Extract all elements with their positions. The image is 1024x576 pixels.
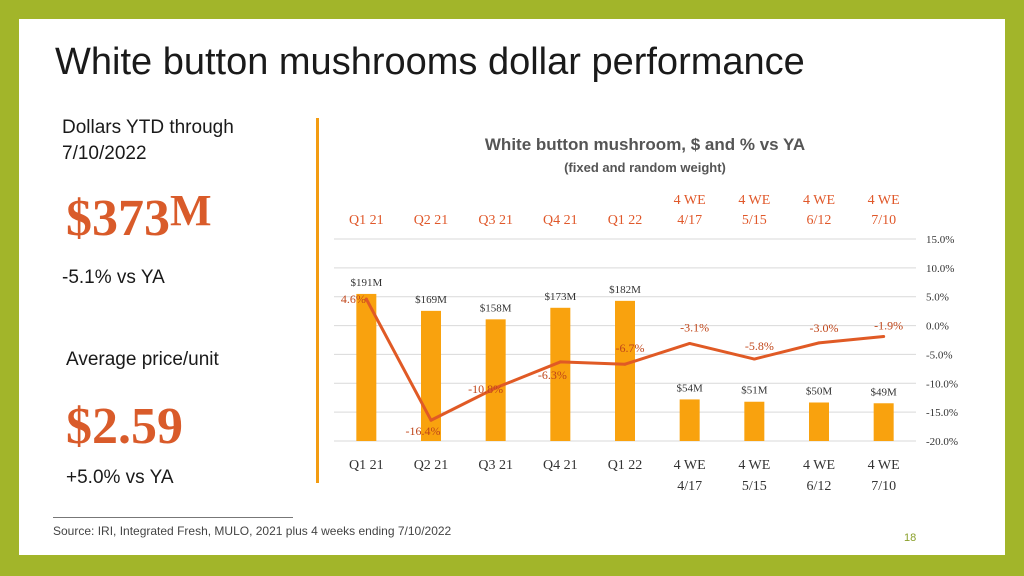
x-tick-label: Q4 21	[543, 458, 578, 473]
bar-value-label: $51M	[741, 385, 768, 397]
ytd-change: -5.1% vs YA	[62, 267, 165, 288]
page-title: White button mushrooms dollar performanc…	[55, 41, 805, 83]
footnote-rule	[53, 517, 293, 518]
top-category-label: 4/17	[677, 213, 702, 228]
top-category-label: 4 WE	[868, 193, 900, 208]
x-tick-label: Q3 21	[478, 458, 513, 473]
price-label: Average price/unit	[66, 349, 219, 370]
x-tick-label: 4 WE	[738, 458, 770, 473]
line-point	[882, 335, 886, 339]
line-value-label: -10.8%	[468, 382, 503, 396]
line-value-label: -1.9%	[874, 319, 903, 333]
line-value-label: -6.3%	[538, 368, 567, 382]
line-point	[817, 341, 821, 345]
line-point	[688, 341, 692, 345]
bar	[615, 300, 635, 441]
top-category-label: Q1 22	[608, 213, 643, 228]
line-value-label: -3.1%	[680, 320, 709, 334]
bar	[356, 293, 377, 441]
y2-tick-label: 5.0%	[926, 292, 949, 304]
bar-value-label: $54M	[677, 382, 704, 394]
x-tick-label: 7/10	[871, 479, 896, 494]
y2-tick-label: -10.0%	[926, 378, 958, 390]
y2-tick-label: 15.0%	[926, 234, 954, 246]
vertical-divider	[316, 118, 319, 483]
top-category-label: Q1 21	[349, 213, 384, 228]
ytd-unit: M	[170, 186, 212, 235]
slide: White button mushrooms dollar performanc…	[19, 19, 1005, 555]
y2-tick-label: 0.0%	[926, 321, 949, 333]
y2-tick-label: 10.0%	[926, 263, 954, 275]
page-number: 18	[904, 532, 917, 544]
source-note: Source: IRI, Integrated Fresh, MULO, 202…	[53, 524, 452, 538]
bar-value-label: $173M	[544, 291, 576, 303]
price-change: +5.0% vs YA	[66, 467, 174, 488]
top-category-label: Q3 21	[478, 213, 513, 228]
top-category-label: 6/12	[807, 213, 832, 228]
x-tick-label: 4 WE	[868, 458, 900, 473]
line-value-label: -3.0%	[810, 321, 839, 335]
combo-chart: White button mushroom, $ and % vs YA (fix…	[334, 135, 958, 494]
top-category-label: 5/15	[742, 213, 767, 228]
x-tick-label: 4 WE	[803, 458, 835, 473]
top-category-label: 4 WE	[803, 193, 835, 208]
line-point	[558, 360, 562, 364]
ytd-value: $373M	[66, 186, 212, 248]
y2-tick-label: -20.0%	[926, 436, 958, 448]
top-category-label: 4 WE	[674, 193, 706, 208]
x-tick-label: 4/17	[677, 479, 702, 494]
bar	[679, 399, 700, 441]
bar-value-label: $191M	[350, 277, 382, 289]
line-point	[623, 362, 627, 366]
bar-value-label: $182M	[609, 284, 641, 296]
x-tick-label: 6/12	[807, 479, 832, 494]
line-value-label: 4.6%	[341, 292, 366, 306]
bar-value-label: $50M	[806, 386, 833, 398]
x-tick-label: Q1 21	[349, 458, 384, 473]
top-category-label: Q4 21	[543, 213, 578, 228]
x-tick-label: 5/15	[742, 479, 767, 494]
price-value: $2.59	[66, 398, 183, 455]
ytd-label: Dollars YTD through 7/10/2022	[62, 117, 234, 164]
line-value-label: -5.8%	[745, 339, 774, 353]
y2-tick-label: -5.0%	[926, 349, 953, 361]
bar	[485, 319, 506, 441]
top-category-label: 7/10	[871, 213, 896, 228]
top-category-label: 4 WE	[738, 193, 770, 208]
y2-tick-label: -15.0%	[926, 407, 958, 419]
bar-value-label: $49M	[871, 386, 898, 398]
x-tick-label: Q2 21	[414, 458, 449, 473]
bar	[809, 402, 829, 441]
ytd-amount: $373	[66, 190, 170, 247]
line-point	[429, 418, 433, 422]
line-value-label: -6.7%	[616, 341, 645, 355]
line-point	[752, 357, 756, 361]
top-category-label: Q2 21	[414, 213, 449, 228]
line-value-label: -16.4%	[406, 424, 441, 438]
bar	[550, 307, 571, 441]
bar	[873, 403, 894, 441]
x-tick-label: 4 WE	[674, 458, 706, 473]
chart-title: White button mushroom, $ and % vs YA	[485, 135, 805, 154]
bar-value-label: $169M	[415, 294, 447, 306]
line-point	[364, 297, 368, 301]
x-tick-label: Q1 22	[608, 458, 643, 473]
line-point	[494, 386, 498, 390]
bar-value-label: $158M	[480, 302, 512, 314]
chart-subtitle: (fixed and random weight)	[564, 160, 726, 175]
bar	[744, 401, 765, 441]
